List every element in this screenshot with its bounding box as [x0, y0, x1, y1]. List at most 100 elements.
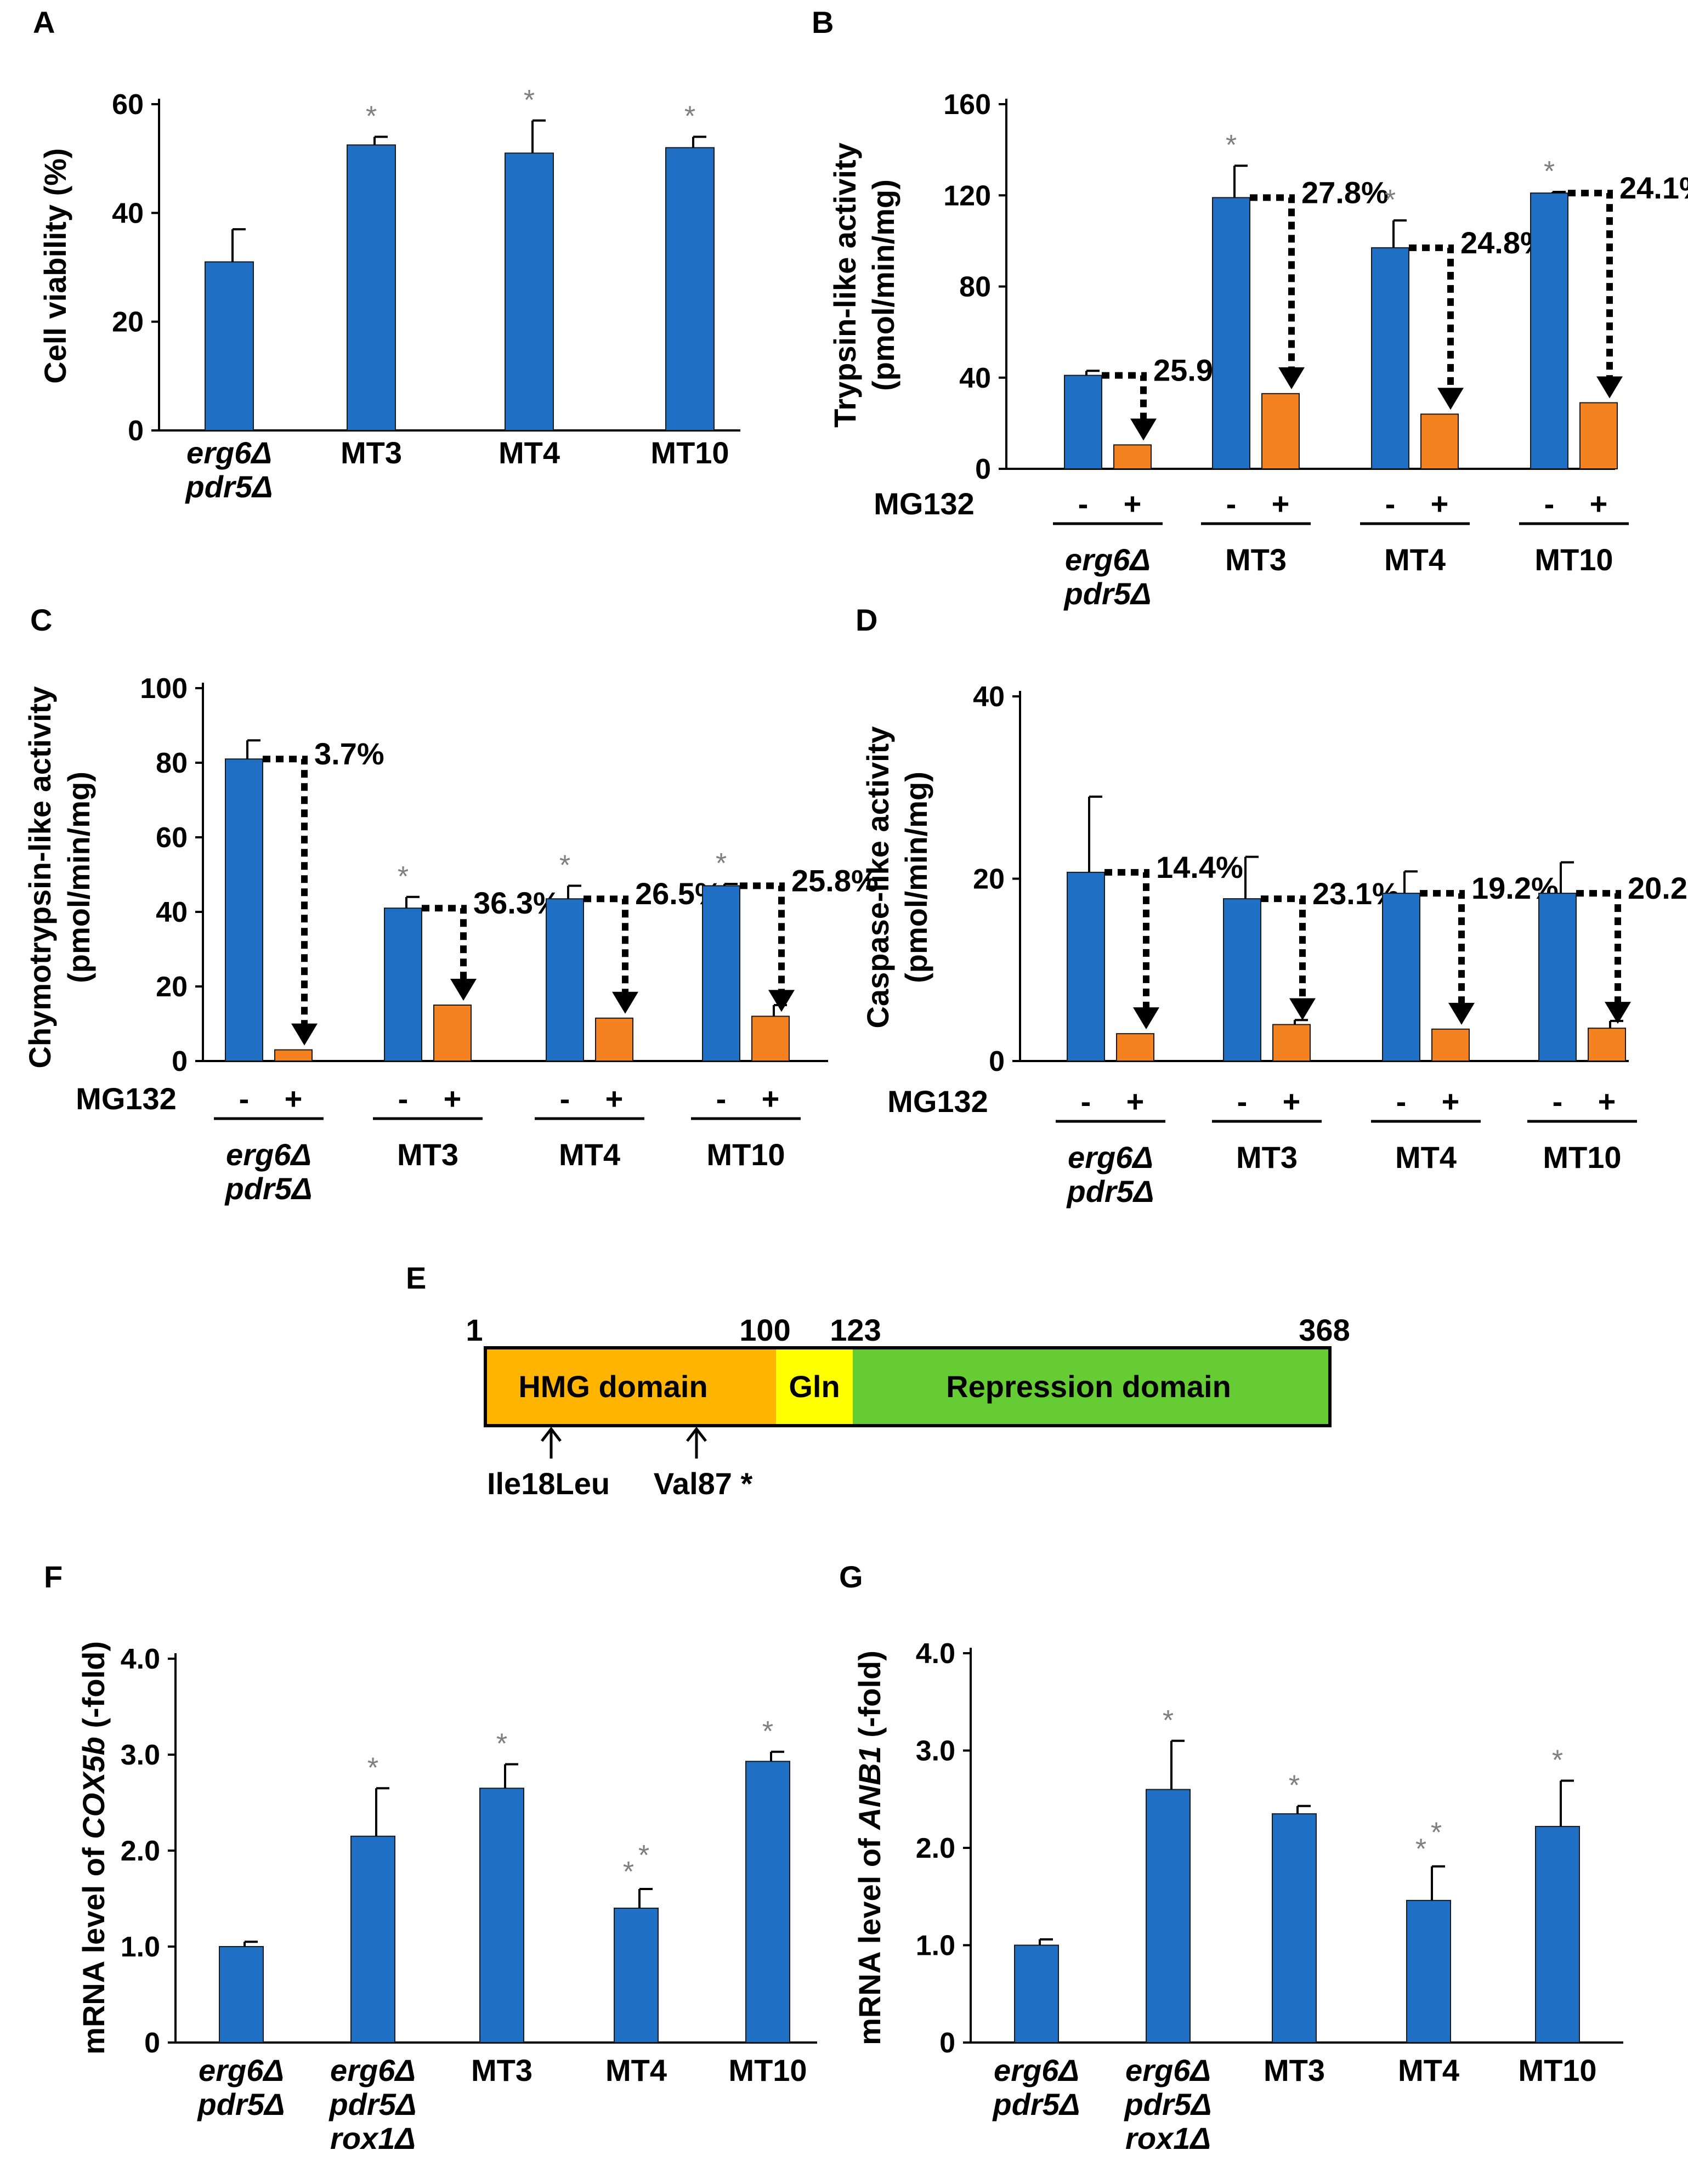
d-category-label: erg6Δ: [1068, 1140, 1153, 1175]
d-reduction-arrow: [1104, 869, 1149, 1012]
panel-label-f: F: [44, 1559, 63, 1594]
b-sign-plus: +: [1124, 486, 1142, 521]
c-reduction-arrow: [740, 882, 785, 995]
g-y-tick-label: 1.0: [916, 1930, 955, 1962]
f-category-label: pdr5Δ: [197, 2087, 285, 2121]
f-bar: [219, 1946, 264, 2043]
d-category-label: MT10: [1543, 1140, 1621, 1175]
b-category-label: erg6Δ: [1065, 542, 1151, 577]
d-reduction-arrowhead: [1289, 998, 1316, 1020]
g-y-tick-label: 4.0: [916, 1638, 955, 1670]
c-y-axis-label-2: (pmol/min/mg): [61, 772, 96, 983]
b-category-label: pdr5Δ: [1063, 576, 1152, 611]
c-category-label: pdr5Δ: [224, 1171, 313, 1206]
b-reduction-arrow: [1568, 190, 1613, 381]
b-sign-minus: -: [1226, 486, 1237, 521]
gln-domain-box: [776, 1348, 853, 1426]
b-y-tick-label: 80: [959, 271, 991, 303]
b-reduction-arrowhead: [1278, 367, 1305, 389]
b-bar-minus: [1530, 192, 1568, 469]
c-significance-star: *: [716, 848, 727, 880]
b-category-label: MT3: [1225, 542, 1287, 577]
c-reduction-arrowhead: [612, 991, 638, 1014]
d-y-axis-label-2: (pmol/min/mg): [899, 772, 933, 983]
d-category-label: MT3: [1236, 1140, 1298, 1175]
c-category-label: MT10: [706, 1137, 785, 1172]
d-y-tick-label: 40: [973, 681, 1005, 713]
chart-d-caspase-like: 0 20 40 Caspase-like activity (pmol/min/mg) M…: [860, 681, 1688, 1209]
c-reduction-arrow: [584, 895, 628, 996]
b-bar-plus: [1261, 393, 1300, 469]
g-category-label: pdr5Δ: [992, 2087, 1080, 2121]
c-significance-star: *: [559, 849, 570, 881]
b-reduction-arrow: [1409, 244, 1454, 393]
b-y-tick-label: 120: [943, 180, 991, 212]
c-y-tick-label: 0: [172, 1046, 188, 1077]
g-significance-star: *: [1552, 1745, 1563, 1777]
a-bar: [665, 147, 715, 432]
b-bar-minus: [1371, 247, 1409, 469]
f-category-label: MT3: [471, 2053, 533, 2087]
d-sign-minus: -: [1396, 1084, 1407, 1119]
f-significance-star: *: [762, 1716, 773, 1748]
a-y-tick-label: 0: [128, 415, 144, 447]
c-reduction-arrow: [263, 756, 308, 1028]
panel-label-g: G: [839, 1559, 863, 1594]
c-bar-minus: [702, 885, 740, 1062]
d-bar-plus: [1116, 1033, 1154, 1062]
f-category-label: MT10: [728, 2053, 807, 2087]
d-reduction-arrowhead: [1133, 1007, 1159, 1030]
f-category-label: pdr5Δ: [328, 2087, 417, 2121]
g-category-label: pdr5Δ: [1124, 2087, 1212, 2121]
chart-g-anb1: 0 1.0 2.0 3.0 4.0 mRNA level of ANB1 (-fold) e…: [852, 1638, 1623, 2155]
d-sign-plus: +: [1442, 1084, 1460, 1119]
d-bar-minus: [1223, 898, 1261, 1062]
domain-map: 1 100 123 368 HMG domain Gln Repression …: [466, 1313, 1350, 1501]
c-y-axis-label-1: Chymotrypsin-like activity: [22, 686, 57, 1068]
a-y-tick-label: 40: [112, 197, 144, 229]
val87-arrowhead: [686, 1426, 707, 1442]
d-sign-plus: +: [1283, 1084, 1301, 1119]
c-sign-plus: +: [285, 1081, 303, 1116]
d-sign-plus: +: [1598, 1084, 1616, 1119]
d-treatment-label: MG132: [887, 1084, 988, 1119]
d-sign-minus: -: [1553, 1084, 1563, 1119]
b-category-label: MT4: [1384, 542, 1446, 577]
b-y-axis-label-2: (pmol/min/mg): [866, 179, 900, 391]
b-bar-plus: [1113, 444, 1152, 469]
c-percent-label: 25.8%: [791, 863, 879, 898]
panel-label-c: C: [30, 603, 52, 637]
panel-label-a: A: [33, 5, 55, 39]
f-bar: [350, 1835, 395, 2043]
a-y-tick-label: 20: [112, 307, 144, 338]
c-sign-plus: +: [444, 1081, 462, 1116]
a-bar: [347, 144, 396, 431]
c-reduction-arrowhead: [291, 1023, 318, 1046]
a-category-label: pdr5Δ: [185, 469, 273, 504]
b-category-label: MT10: [1534, 542, 1613, 577]
c-y-tick-label: 40: [156, 897, 188, 928]
c-bar-minus: [225, 758, 263, 1062]
g-y-tick-label: 3.0: [916, 1735, 955, 1767]
d-bar-minus: [1538, 893, 1577, 1062]
position-100: 100: [739, 1313, 790, 1347]
d-bar-plus: [1588, 1028, 1626, 1062]
c-category-label: MT4: [559, 1137, 620, 1172]
f-category-label: erg6Δ: [330, 2053, 416, 2087]
d-percent-label: 14.4%: [1156, 850, 1243, 884]
d-y-tick-label: 20: [973, 864, 1005, 895]
a-y-tick-label: 60: [112, 89, 144, 121]
a-significance-star: *: [524, 84, 535, 116]
c-reduction-arrowhead: [450, 979, 477, 1001]
a-bar: [205, 261, 254, 431]
c-category-label: erg6Δ: [226, 1137, 311, 1172]
g-bar: [1146, 1789, 1191, 2043]
g-category-label: MT10: [1518, 2053, 1596, 2087]
b-bar-minus: [1212, 197, 1250, 469]
b-reduction-arrowhead: [1130, 418, 1157, 441]
position-368: 368: [1299, 1313, 1350, 1347]
c-bar-minus: [384, 907, 422, 1062]
f-y-tick-label: 0: [144, 2027, 160, 2059]
